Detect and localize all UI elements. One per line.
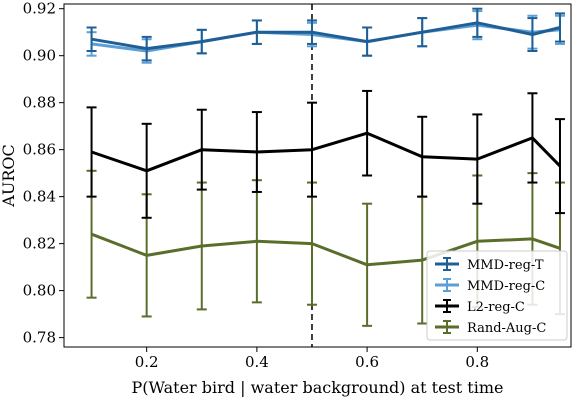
- series-line: [91, 131, 562, 173]
- legend-label: MMD-reg-C: [467, 279, 545, 294]
- x-axis-label: P(Water bird | water background) at test…: [132, 378, 504, 397]
- ticks-layer: 0.2 0.4 0.6 0.8 0.78 0.80 0.82 0.84 0.86 0.88 0.90…: [23, 0, 490, 371]
- series-line: [91, 21, 561, 51]
- error-bar: [86, 106, 97, 198]
- x-tick-label: 0.6: [355, 353, 379, 371]
- error-bar: [86, 26, 97, 52]
- y-tick-label: 0.80: [23, 282, 56, 300]
- series-l2-reg-c: [86, 89, 565, 219]
- y-tick-label: 0.82: [23, 235, 56, 253]
- legend-box: [426, 250, 568, 341]
- y-tick-label: 0.84: [23, 188, 56, 206]
- legend-label: L2-reg-C: [467, 300, 525, 315]
- series-mmd-reg-t: [86, 7, 565, 62]
- plot-frame: [63, 3, 572, 348]
- y-axis-label: AUROC: [0, 144, 18, 207]
- legend-item: L2-reg-C: [435, 299, 525, 315]
- legend-item: MMD-reg-C: [435, 278, 545, 294]
- x-tick-label: 0.2: [135, 353, 159, 371]
- x-tick-label: 0.8: [465, 353, 489, 371]
- y-tick-label: 0.92: [23, 0, 56, 18]
- legend-item: MMD-reg-T: [435, 257, 544, 273]
- legend: MMD-reg-T MMD-reg-C L2-reg-C Rand-Aug-C: [426, 250, 568, 341]
- y-tick-label: 0.78: [23, 329, 56, 347]
- legend-label: Rand-Aug-C: [467, 321, 546, 336]
- y-tick-label: 0.88: [23, 94, 56, 112]
- legend-item: Rand-Aug-C: [435, 320, 546, 336]
- series-mmd-reg-c: [86, 10, 565, 64]
- legend-label: MMD-reg-T: [467, 258, 544, 273]
- series-layer: [86, 7, 565, 327]
- series-line: [91, 232, 561, 267]
- y-tick-label: 0.86: [23, 141, 56, 159]
- x-tick-label: 0.4: [245, 353, 269, 371]
- y-tick-label: 0.90: [23, 47, 56, 65]
